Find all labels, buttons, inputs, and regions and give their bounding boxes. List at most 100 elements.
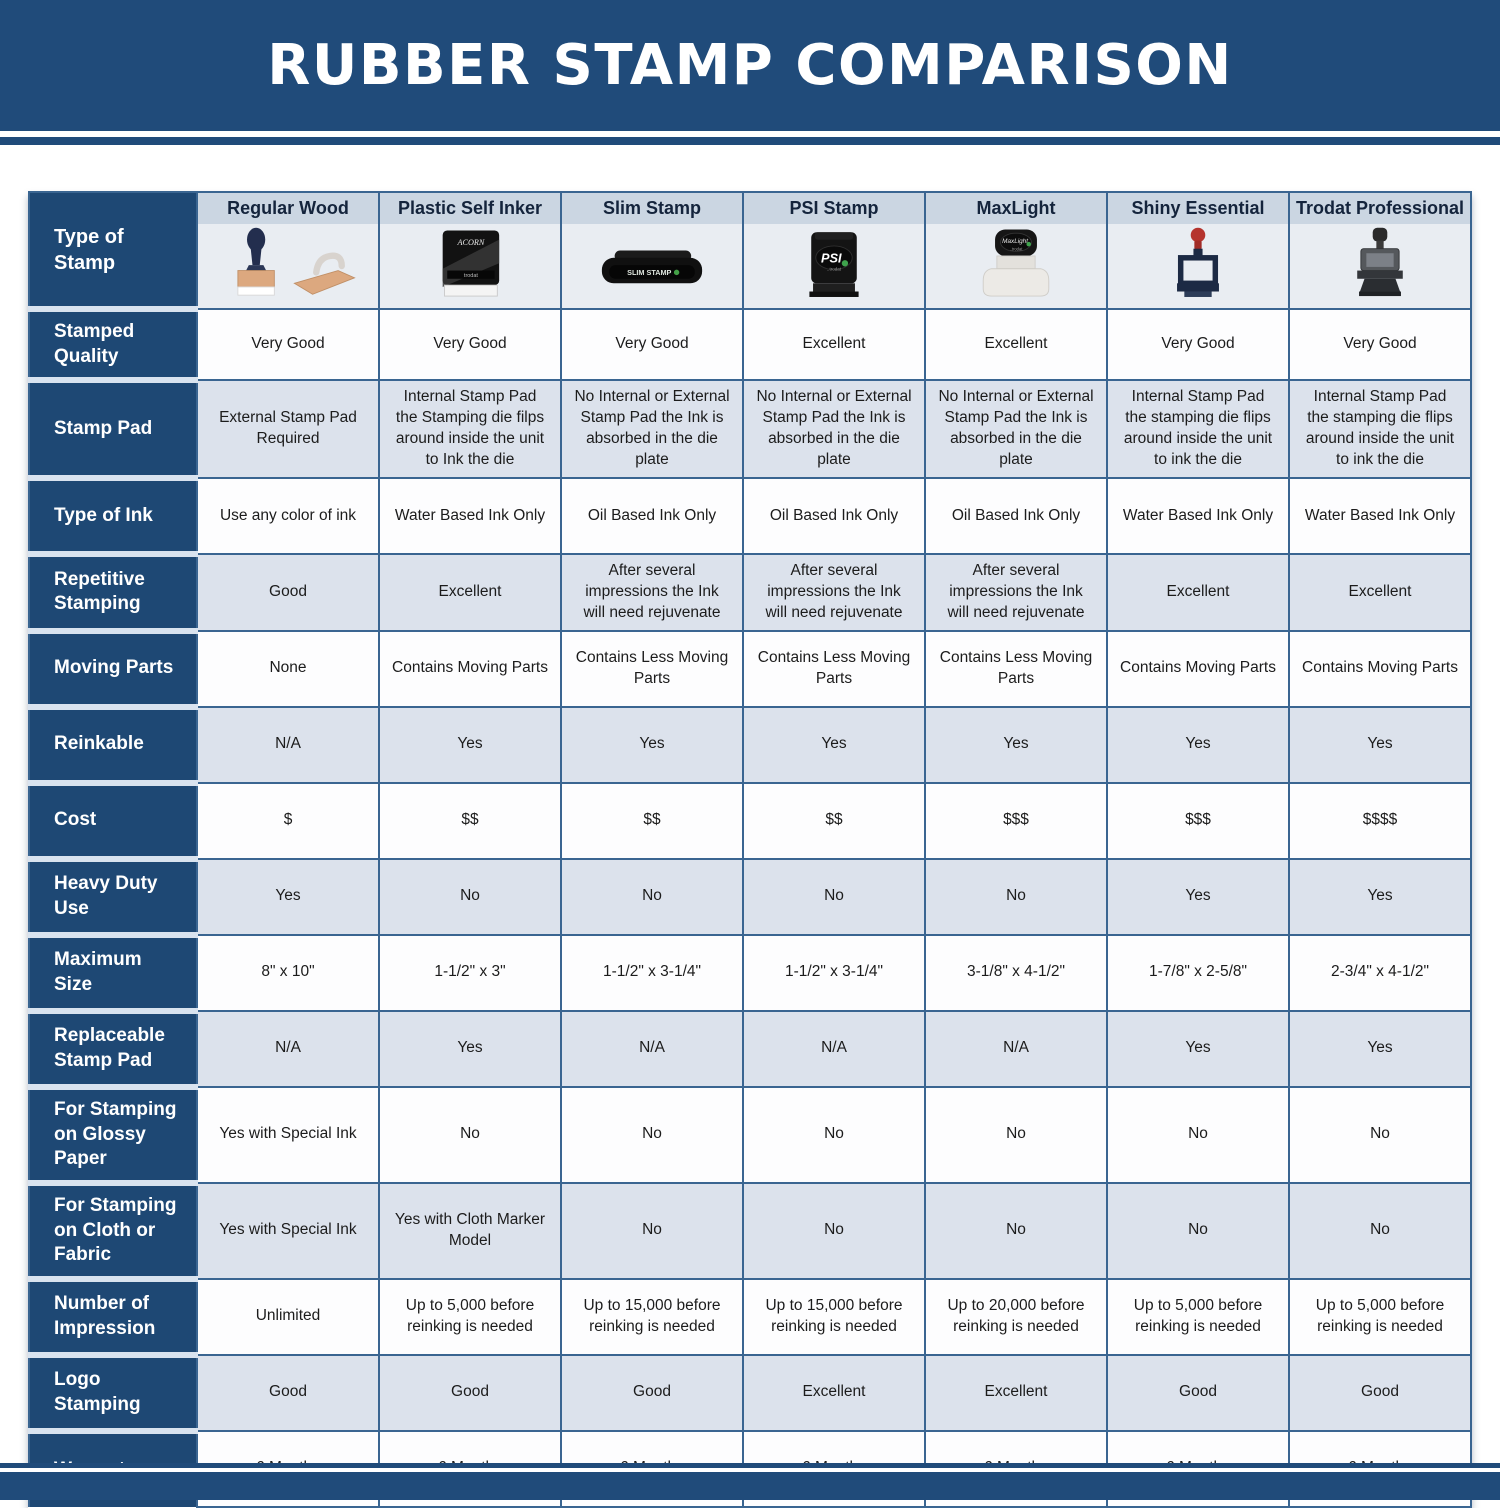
table-row: Stamp Pad External Stamp Pad Required Inte… (28, 377, 1472, 480)
column-header-psi-stamp: PSI Stamp (742, 191, 926, 224)
table-row: Logo Stamping Good Good Good Excellent Excell… (28, 1351, 1472, 1432)
table-cell: No (742, 857, 926, 936)
table-cell: After several impressions the Ink will n… (742, 553, 926, 632)
table-cell: Contains Less Moving Parts (560, 629, 744, 708)
table-cell: Good (1288, 1353, 1472, 1432)
table-cell: Up to 15,000 before reinking is needed (560, 1277, 744, 1356)
table-row: Reinkable N/A Yes Yes Yes Yes Yes Yes (28, 703, 1472, 784)
table-cell: Contains Moving Parts (1288, 629, 1472, 708)
table-cell: Water Based Ink Only (1106, 477, 1290, 556)
table-cell: Yes (1288, 705, 1472, 784)
row-label: For Stamping on Glossy Paper (28, 1083, 198, 1183)
table-row: Stamped Quality Very Good Very Good Very Go… (28, 305, 1472, 382)
title-banner: RUBBER STAMP COMPARISON (0, 0, 1500, 131)
table-cell: N/A (196, 705, 380, 784)
psi-stamp-image: PSI ..trodat (809, 232, 859, 297)
slim-stamp-image: SLIM STAMP (601, 250, 703, 284)
table-cell: 1-7/8" x 2-5/8" (1106, 933, 1290, 1012)
table-cell: No (560, 1181, 744, 1280)
table-cell: N/A (924, 1009, 1108, 1088)
table-cell: Oil Based Ink Only (560, 477, 744, 556)
table-cell: Yes (1106, 1009, 1290, 1088)
table-cell: Yes (1106, 857, 1290, 936)
stamp-image-cell (1288, 224, 1472, 310)
table-cell: None (196, 629, 380, 708)
table-cell: No (742, 1085, 926, 1184)
table-cell: No (1288, 1085, 1472, 1184)
table-cell: $$$ (924, 781, 1108, 860)
table-cell: Yes (742, 705, 926, 784)
table-cell: Excellent (742, 1353, 926, 1432)
column-header-regular-wood: Regular Wood (196, 191, 380, 224)
table-cell: Yes (378, 1009, 562, 1088)
table-cell: Yes (1288, 857, 1472, 936)
banner-divider-rule (0, 137, 1500, 145)
table-cell: $$ (560, 781, 744, 860)
svg-text:..trodat: ..trodat (1010, 247, 1024, 252)
row-label: For Stamping on Cloth or Fabric (28, 1179, 198, 1279)
column-header-trodat-professional: Trodat Professional (1288, 191, 1472, 224)
trodat-professional-stamp-image (1357, 227, 1403, 297)
table-cell: Oil Based Ink Only (742, 477, 926, 556)
table-cell: No (924, 1181, 1108, 1280)
table-cell: Yes (1106, 705, 1290, 784)
table-cell: Excellent (378, 553, 562, 632)
svg-text:SLIM STAMP: SLIM STAMP (627, 268, 671, 277)
svg-text:MaxLight: MaxLight (1002, 238, 1028, 245)
table-cell: Very Good (560, 307, 744, 382)
table-cell: No (924, 1085, 1108, 1184)
table-cell: No Internal or External Stamp Pad the In… (924, 379, 1108, 480)
table-cell: Internal Stamp Pad the stamping die flip… (1288, 379, 1472, 480)
row-label: Type of Ink (28, 475, 198, 555)
table-cell: Good (196, 553, 380, 632)
stamp-image-cell: SLIM STAMP (560, 224, 744, 310)
table-cell: N/A (742, 1009, 926, 1088)
table-cell: Very Good (196, 307, 380, 382)
table-cell: Contains Moving Parts (1106, 629, 1290, 708)
stamp-image-cell: ACORN trodat (378, 224, 562, 310)
row-label: Heavy Duty Use (28, 855, 198, 935)
comparison-table: Type of Stamp Regular Wood Plastic Self … (28, 191, 1472, 1508)
table-cell: Yes with Special Ink (196, 1085, 380, 1184)
table-cell: Good (1106, 1353, 1290, 1432)
row-label: Reinkable (28, 703, 198, 783)
table-row: Replaceable Stamp Pad N/A Yes N/A N/A N/A Yes Y… (28, 1007, 1472, 1088)
table-cell: Very Good (1106, 307, 1290, 382)
table-cell: $$ (742, 781, 926, 860)
comparison-table-body: Stamped Quality Very Good Very Good Very Go… (28, 305, 1472, 1508)
stamp-image-cell (196, 224, 380, 310)
svg-text:ACORN: ACORN (456, 238, 484, 247)
table-cell: Yes (378, 705, 562, 784)
table-cell: Good (560, 1353, 744, 1432)
shiny-essential-stamp-image (1177, 227, 1219, 297)
row-label: Moving Parts (28, 627, 198, 707)
row-label: Repetitive Stamping (28, 551, 198, 631)
table-row: For Stamping on Glossy Paper Yes with Spe… (28, 1083, 1472, 1184)
table-cell: Yes with Cloth Marker Model (378, 1181, 562, 1280)
table-cell: Water Based Ink Only (1288, 477, 1472, 556)
table-cell: 1-1/2" x 3" (378, 933, 562, 1012)
table-cell: No (378, 857, 562, 936)
table-cell: Up to 5,000 before reinking is needed (378, 1277, 562, 1356)
svg-text:..trodat: ..trodat (827, 267, 842, 272)
table-cell: Excellent (1288, 553, 1472, 632)
row-label: Logo Stamping (28, 1351, 198, 1431)
table-cell: No (378, 1085, 562, 1184)
stamp-image-cell: MaxLight ..trodat (924, 224, 1108, 310)
table-cell: No (1288, 1181, 1472, 1280)
table-cell: No Internal or External Stamp Pad the In… (742, 379, 926, 480)
table-cell: Excellent (742, 307, 926, 382)
stamp-image-cell (1106, 224, 1290, 310)
table-cell: Yes (1288, 1009, 1472, 1088)
table-cell: No (1106, 1181, 1290, 1280)
table-cell: Excellent (924, 307, 1108, 382)
table-cell: Excellent (924, 1353, 1108, 1432)
column-header-row: Type of Stamp Regular Wood Plastic Self … (28, 191, 1472, 310)
table-cell: $$ (378, 781, 562, 860)
table-row: For Stamping on Cloth or Fabric Yes with … (28, 1179, 1472, 1280)
table-cell: Up to 15,000 before reinking is needed (742, 1277, 926, 1356)
row-label-type-of-stamp: Type of Stamp (28, 191, 198, 310)
table-cell: Oil Based Ink Only (924, 477, 1108, 556)
column-header-slim-stamp: Slim Stamp (560, 191, 744, 224)
table-cell: Very Good (378, 307, 562, 382)
